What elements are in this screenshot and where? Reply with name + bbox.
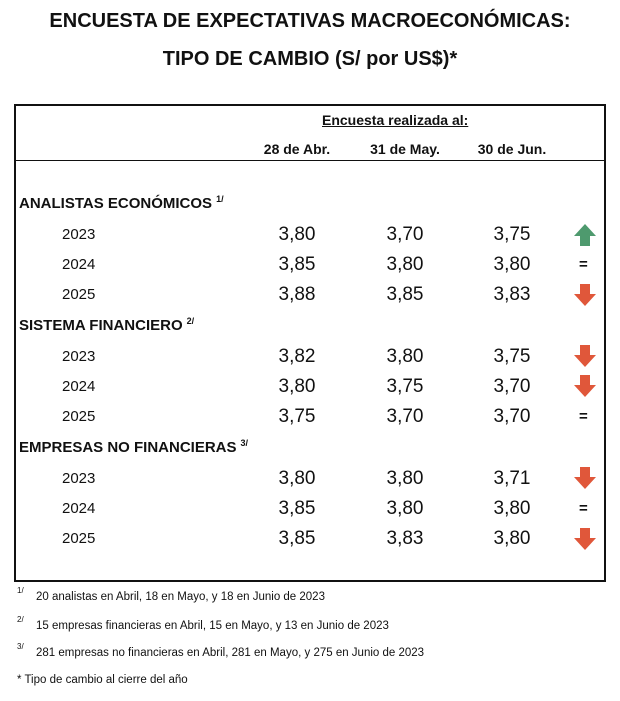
year: 2024: [62, 256, 96, 273]
group-note: 3/: [240, 438, 249, 448]
value-cell: 3,75: [386, 376, 424, 397]
column-header: 30 de Jun.: [477, 141, 547, 157]
value-cell: 3,80: [386, 468, 424, 489]
trend: =: [579, 256, 588, 273]
value-cell: 3,80: [386, 346, 424, 367]
value-cell: 3,75: [493, 346, 531, 367]
value-cell: 3,83: [386, 528, 424, 549]
title: ENCUESTA DE EXPECTATIVAS MACROECONÓMICAS…: [49, 10, 571, 32]
column-header: 31 de May.: [370, 141, 440, 157]
value-cell: 3,80: [386, 254, 424, 275]
value-cell: 3,85: [386, 284, 424, 305]
table-frame: [14, 104, 606, 582]
group-label: SISTEMA FINANCIERO: [19, 317, 183, 334]
group-note: 2/: [186, 316, 195, 326]
value-cell: 3,80: [278, 376, 316, 397]
group-name: SISTEMA FINANCIERO 2/: [19, 316, 194, 334]
footnote: 281 empresas no financieras en Abril, 28…: [36, 647, 425, 659]
arrow-up: [574, 224, 596, 246]
value-cell: 3,70: [493, 376, 531, 397]
year: 2025: [62, 408, 96, 425]
value-cell: 3,83: [493, 284, 531, 305]
year: 2024: [62, 500, 96, 517]
header-rule: [16, 160, 604, 161]
arrow-down: [574, 284, 596, 550]
value-cell: 3,75: [278, 406, 316, 427]
value-cell: 3,85: [278, 528, 316, 549]
year: 2023: [62, 348, 96, 365]
year: 2023: [62, 470, 96, 487]
table-header: Encuesta realizada al:: [322, 112, 469, 128]
value-cell: 3,71: [493, 468, 531, 489]
value-cell: 3,80: [278, 468, 316, 489]
value-cell: 3,82: [278, 346, 316, 367]
value-cell: 3,80: [493, 528, 531, 549]
footnote: 20 analistas en Abril, 18 en Mayo, y 18 …: [36, 591, 325, 603]
value-cell: 3,70: [386, 224, 424, 245]
column-header: 28 de Abr.: [263, 141, 331, 157]
year: 2025: [62, 286, 96, 303]
footnote-marker: 3/: [17, 642, 24, 651]
group-name: ANALISTAS ECONÓMICOS 1/: [19, 194, 224, 212]
value-cell: 3,85: [278, 254, 316, 275]
value-cell: 3,80: [386, 498, 424, 519]
value-cell: 3,80: [493, 498, 531, 519]
year: 2023: [62, 226, 96, 243]
value-cell: 3,70: [386, 406, 424, 427]
footnote: * Tipo de cambio al cierre del año: [17, 674, 188, 686]
group-label: ANALISTAS ECONÓMICOS: [19, 195, 213, 212]
trend: =: [579, 500, 588, 517]
year: 2025: [62, 530, 96, 547]
value-cell: 3,85: [278, 498, 316, 519]
value-cell: 3,70: [493, 406, 531, 427]
group-name: EMPRESAS NO FINANCIERAS 3/: [19, 438, 248, 456]
year: 2024: [62, 378, 96, 395]
footnote-marker: 2/: [17, 615, 24, 624]
group-note: 1/: [216, 194, 224, 204]
value-cell: 3,80: [278, 224, 316, 245]
subtitle: TIPO DE CAMBIO (S/ por US$)*: [162, 48, 458, 70]
footnote: 15 empresas financieras en Abril, 15 en …: [36, 620, 389, 632]
trend: =: [579, 408, 588, 425]
value-cell: 3,88: [278, 284, 316, 305]
value-cell: 3,75: [493, 224, 531, 245]
group-label: EMPRESAS NO FINANCIERAS: [19, 439, 237, 456]
value-cell: 3,80: [493, 254, 531, 275]
footnote-marker: 1/: [17, 586, 24, 595]
